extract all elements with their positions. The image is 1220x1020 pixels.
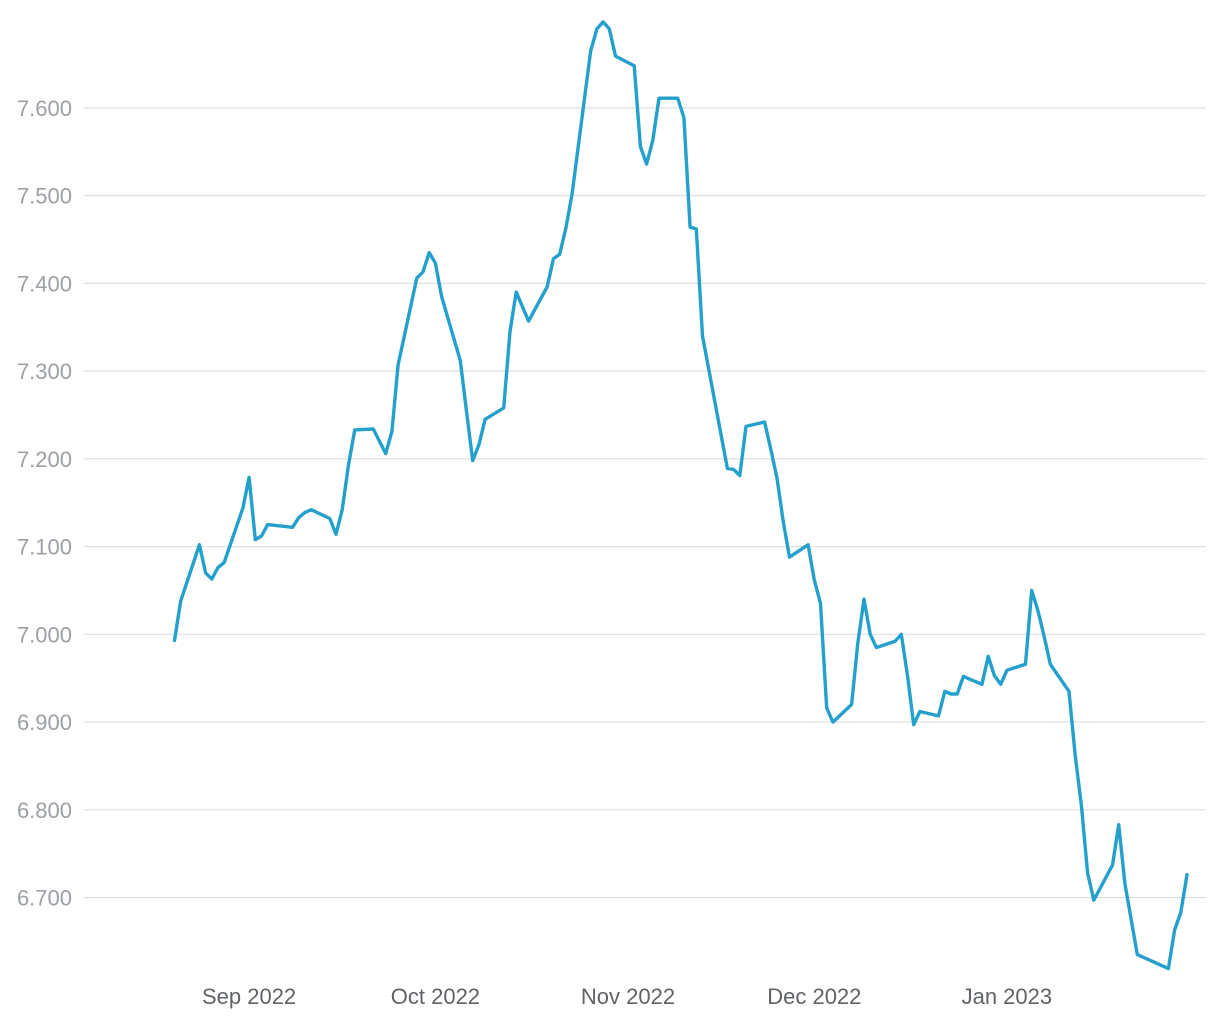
x-tick-label: Sep 2022 [202, 984, 296, 1009]
y-tick-label: 7.500 [17, 184, 72, 209]
y-tick-label: 7.200 [17, 447, 72, 472]
y-tick-label: 7.400 [17, 271, 72, 296]
y-tick-label: 7.000 [17, 622, 72, 647]
y-tick-label: 7.600 [17, 96, 72, 121]
series-layer [172, 20, 1189, 971]
x-tick-label: Nov 2022 [581, 984, 675, 1009]
x-tick-label: Oct 2022 [391, 984, 480, 1009]
x-axis-ticks: Sep 2022 Oct 2022 Nov 2022 Dec 2022 Jan 2023 [202, 984, 1052, 1009]
grid-lines [84, 107, 1206, 899]
y-axis-ticks: 6.700 6.800 6.900 7.000 7.100 7.200 7.300 7.400… [17, 96, 72, 911]
y-tick-label: 7.100 [17, 535, 72, 560]
y-tick-label: 6.700 [17, 886, 72, 911]
x-tick-label: Dec 2022 [767, 984, 861, 1009]
y-tick-label: 6.900 [17, 710, 72, 735]
series-line [172, 20, 1189, 971]
x-tick-label: Jan 2023 [962, 984, 1053, 1009]
y-tick-label: 6.800 [17, 798, 72, 823]
y-tick-label: 7.300 [17, 359, 72, 384]
